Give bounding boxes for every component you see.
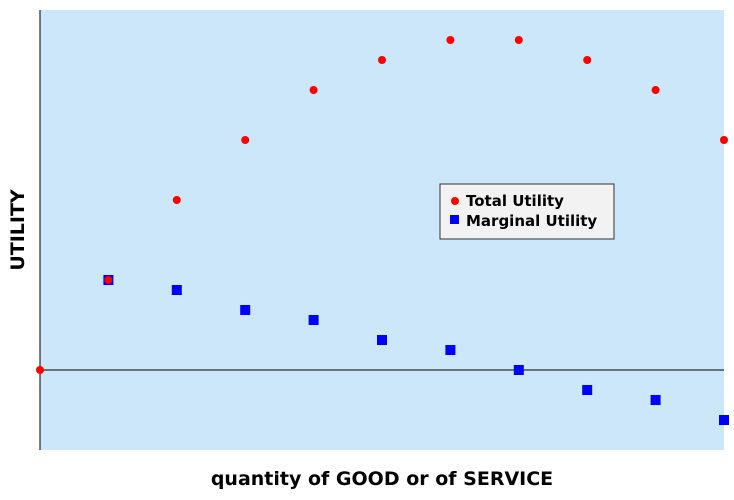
legend-box	[439, 183, 615, 240]
total-utility-point-10	[720, 136, 728, 144]
total-utility-point-0	[36, 366, 44, 374]
data-marks	[36, 36, 729, 425]
marginal-utility-point-9	[719, 415, 729, 425]
x-axis-label: quantity of GOOD or of SERVICE	[211, 468, 553, 490]
legend-marker-marginal-utility	[450, 215, 459, 224]
total-utility-point-9	[651, 86, 660, 94]
plot-area	[40, 10, 724, 450]
marginal-utility-point-2	[240, 305, 251, 315]
total-utility-point-2	[172, 196, 181, 204]
total-utility-point-5	[378, 56, 386, 64]
total-utility-point-6	[446, 36, 455, 44]
legend: Total Utility Marginal Utility	[439, 183, 615, 240]
marginal-utility-point-6	[513, 365, 524, 375]
marginal-utility-point-8	[650, 395, 661, 405]
total-utility-point-8	[583, 56, 592, 64]
marginal-utility-point-5	[445, 345, 456, 355]
total-utility-point-7	[514, 36, 523, 44]
marginal-utility-point-7	[582, 385, 593, 395]
marginal-utility-point-3	[308, 315, 319, 325]
legend-label-marginal-utility: Marginal Utility	[466, 212, 597, 230]
marginal-utility-point-1	[171, 285, 182, 295]
y-axis-label: UTILITY	[7, 189, 29, 271]
total-utility-point-3	[241, 136, 250, 144]
legend-marker-total-utility	[451, 197, 459, 205]
legend-label-total-utility: Total Utility	[466, 192, 564, 210]
total-utility-point-1	[104, 276, 113, 284]
total-utility-point-4	[309, 86, 318, 94]
marginal-utility-point-4	[377, 335, 387, 345]
